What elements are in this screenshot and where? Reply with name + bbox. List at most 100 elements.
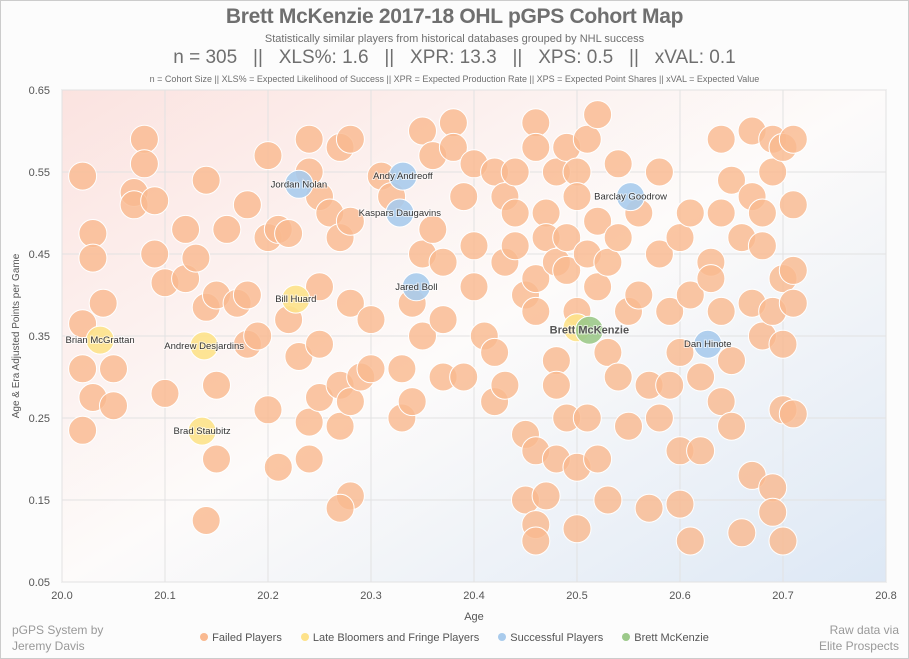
- failed-player-point[interactable]: [202, 444, 231, 474]
- success-player-point[interactable]: [401, 272, 431, 302]
- failed-player-point[interactable]: [428, 247, 458, 277]
- failed-player-point[interactable]: [480, 337, 510, 367]
- failed-player-point[interactable]: [665, 489, 695, 519]
- failed-player-point[interactable]: [768, 329, 798, 359]
- failed-player-point[interactable]: [294, 407, 324, 437]
- failed-player-point[interactable]: [171, 214, 201, 244]
- fringe-player-point[interactable]: [85, 325, 115, 355]
- legend-item-success[interactable]: Successful Players: [498, 632, 603, 644]
- success-player-point[interactable]: [284, 169, 314, 199]
- failed-player-point[interactable]: [686, 362, 716, 392]
- failed-player-point[interactable]: [686, 436, 716, 466]
- failed-player-point[interactable]: [706, 198, 736, 228]
- failed-player-point[interactable]: [68, 354, 98, 384]
- failed-player-point[interactable]: [428, 305, 458, 335]
- success-player-point[interactable]: [385, 198, 415, 228]
- fringe-player-point[interactable]: [189, 331, 219, 361]
- failed-player-point[interactable]: [665, 223, 695, 253]
- failed-player-point[interactable]: [408, 321, 437, 351]
- failed-player-point[interactable]: [778, 190, 808, 220]
- failed-player-point[interactable]: [603, 362, 633, 392]
- failed-player-point[interactable]: [583, 272, 613, 302]
- failed-player-point[interactable]: [562, 182, 592, 212]
- failed-player-point[interactable]: [562, 514, 592, 544]
- failed-player-point[interactable]: [593, 247, 623, 277]
- failed-player-point[interactable]: [500, 157, 530, 187]
- failed-player-point[interactable]: [305, 272, 334, 302]
- failed-player-point[interactable]: [665, 337, 695, 367]
- fringe-player-point[interactable]: [281, 284, 311, 314]
- failed-player-point[interactable]: [305, 329, 334, 359]
- failed-player-point[interactable]: [624, 280, 654, 310]
- failed-player-point[interactable]: [521, 526, 551, 556]
- failed-player-point[interactable]: [325, 411, 355, 441]
- failed-player-point[interactable]: [99, 391, 128, 421]
- failed-player-point[interactable]: [438, 132, 468, 162]
- subject-player-point[interactable]: [574, 315, 604, 345]
- failed-player-point[interactable]: [294, 124, 324, 154]
- failed-player-point[interactable]: [562, 157, 592, 187]
- failed-player-point[interactable]: [644, 403, 674, 433]
- fringe-player-point[interactable]: [187, 416, 217, 446]
- failed-player-point[interactable]: [655, 370, 685, 400]
- failed-player-point[interactable]: [78, 243, 108, 273]
- failed-player-point[interactable]: [717, 346, 746, 376]
- failed-player-point[interactable]: [572, 403, 602, 433]
- failed-player-point[interactable]: [675, 280, 705, 310]
- failed-player-point[interactable]: [181, 243, 211, 273]
- failed-player-point[interactable]: [634, 493, 664, 523]
- failed-player-point[interactable]: [253, 395, 283, 425]
- failed-player-point[interactable]: [758, 497, 788, 527]
- failed-player-point[interactable]: [675, 198, 705, 228]
- failed-player-point[interactable]: [593, 485, 623, 515]
- failed-player-point[interactable]: [449, 362, 479, 392]
- failed-player-point[interactable]: [541, 370, 571, 400]
- failed-player-point[interactable]: [129, 124, 159, 154]
- failed-player-point[interactable]: [78, 219, 108, 248]
- failed-player-point[interactable]: [232, 190, 262, 220]
- failed-player-point[interactable]: [335, 206, 365, 236]
- failed-player-point[interactable]: [99, 354, 128, 384]
- failed-player-point[interactable]: [325, 493, 355, 523]
- failed-player-point[interactable]: [88, 288, 118, 318]
- failed-player-point[interactable]: [335, 387, 365, 417]
- failed-player-point[interactable]: [747, 231, 777, 261]
- failed-player-point[interactable]: [335, 124, 365, 154]
- failed-player-point[interactable]: [717, 165, 746, 195]
- failed-player-point[interactable]: [191, 506, 221, 535]
- failed-player-point[interactable]: [212, 214, 242, 244]
- failed-player-point[interactable]: [758, 157, 788, 187]
- failed-player-point[interactable]: [747, 198, 777, 228]
- failed-player-point[interactable]: [459, 272, 489, 302]
- failed-player-point[interactable]: [408, 116, 437, 146]
- failed-player-point[interactable]: [706, 124, 736, 154]
- legend-item-failed[interactable]: Failed Players: [200, 632, 282, 644]
- legend-item-fringe[interactable]: Late Bloomers and Fringe Players: [300, 632, 479, 644]
- failed-player-point[interactable]: [232, 280, 262, 310]
- failed-player-point[interactable]: [191, 165, 221, 195]
- failed-player-point[interactable]: [541, 346, 571, 376]
- failed-player-point[interactable]: [706, 387, 736, 417]
- failed-player-point[interactable]: [500, 231, 530, 261]
- failed-player-point[interactable]: [583, 206, 613, 236]
- failed-player-point[interactable]: [438, 108, 468, 138]
- success-player-point[interactable]: [616, 182, 646, 212]
- failed-player-point[interactable]: [521, 108, 551, 138]
- failed-player-point[interactable]: [140, 186, 170, 216]
- failed-player-point[interactable]: [583, 444, 613, 474]
- failed-player-point[interactable]: [778, 255, 808, 285]
- failed-player-point[interactable]: [727, 518, 757, 548]
- success-player-point[interactable]: [693, 329, 723, 359]
- failed-player-point[interactable]: [552, 223, 582, 253]
- failed-player-point[interactable]: [449, 182, 479, 212]
- failed-player-point[interactable]: [129, 149, 159, 179]
- failed-player-point[interactable]: [521, 264, 551, 294]
- failed-player-point[interactable]: [68, 415, 98, 445]
- failed-player-point[interactable]: [335, 288, 365, 318]
- legend-item-subject[interactable]: Brett McKenzie: [622, 632, 709, 644]
- failed-player-point[interactable]: [500, 198, 530, 228]
- failed-player-point[interactable]: [418, 214, 448, 244]
- failed-player-point[interactable]: [68, 161, 98, 191]
- failed-player-point[interactable]: [150, 378, 180, 408]
- failed-player-point[interactable]: [294, 444, 324, 474]
